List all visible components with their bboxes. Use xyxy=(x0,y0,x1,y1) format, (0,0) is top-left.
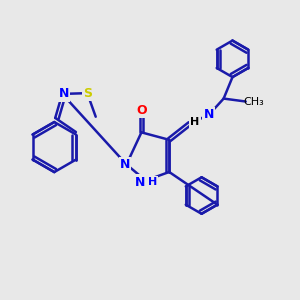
Text: N: N xyxy=(204,108,214,121)
Text: S: S xyxy=(83,87,92,100)
Text: CH₃: CH₃ xyxy=(244,97,264,106)
Text: N: N xyxy=(135,176,146,188)
Text: N: N xyxy=(58,87,69,101)
Text: N: N xyxy=(120,158,130,171)
Text: H: H xyxy=(148,177,157,187)
Text: O: O xyxy=(136,104,147,117)
Text: H: H xyxy=(190,117,200,127)
